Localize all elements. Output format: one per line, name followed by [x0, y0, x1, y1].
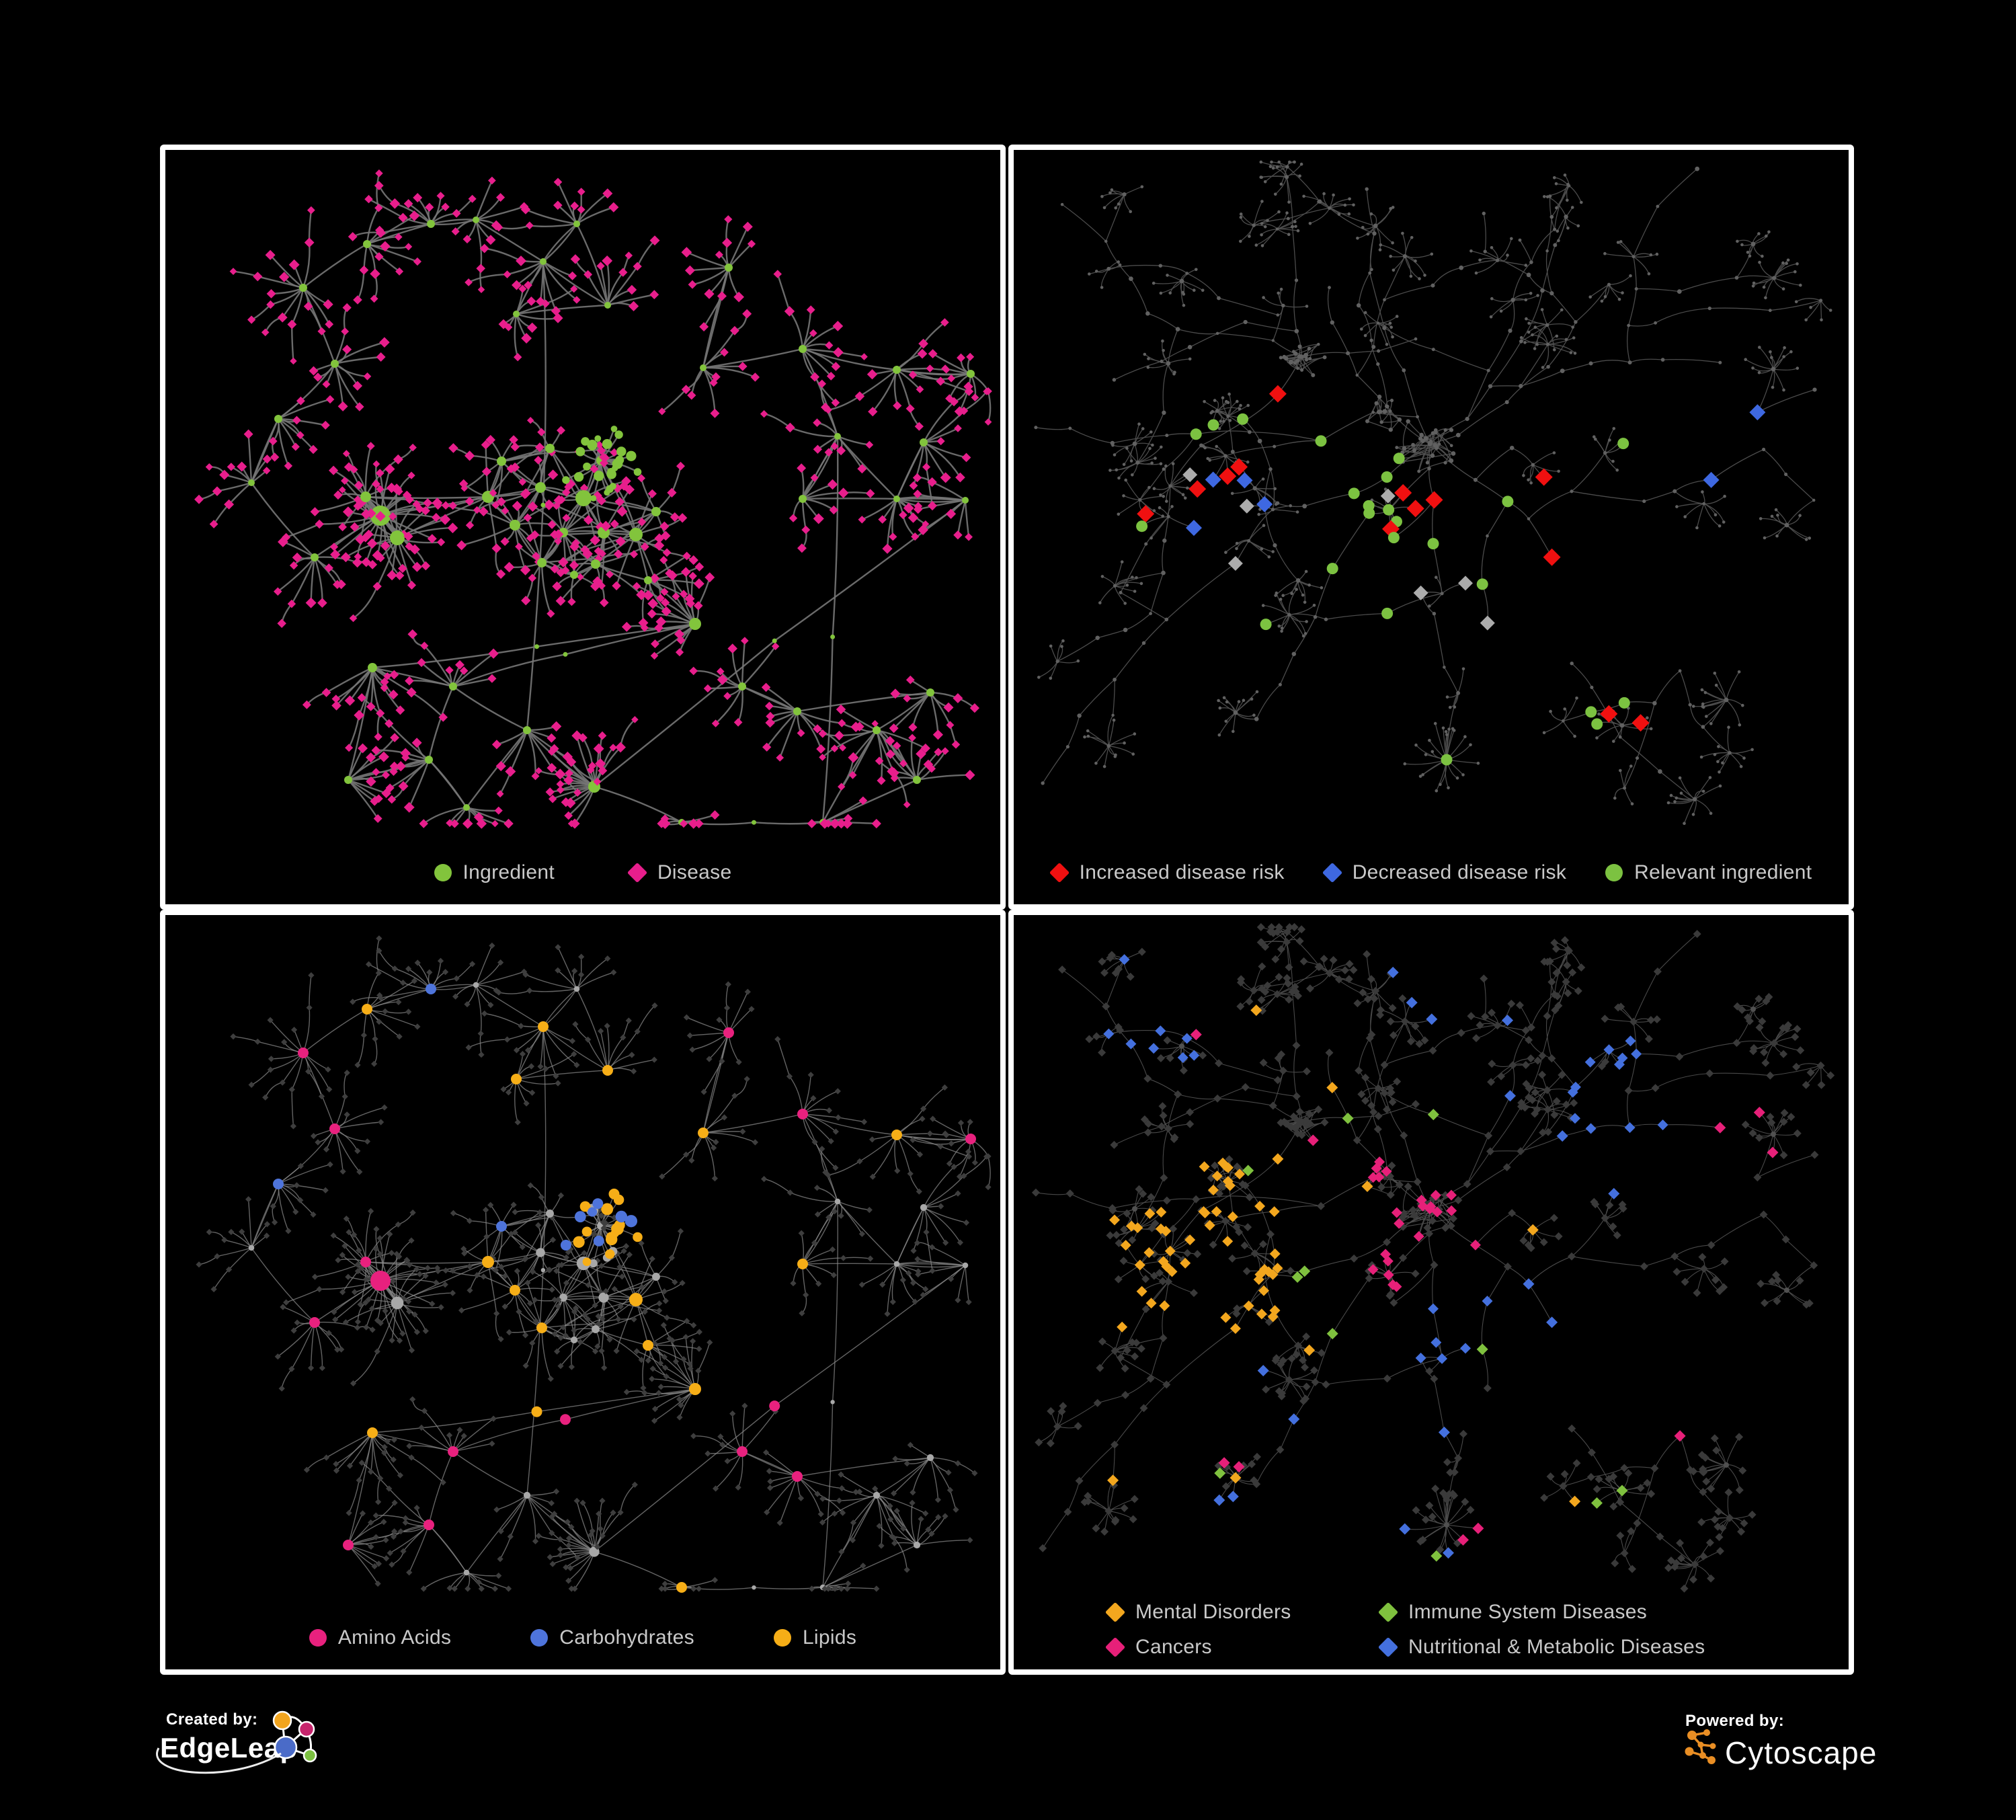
panel-ingredient-classes: Amino Acids Carbohydrates Lipids [160, 910, 1006, 1675]
network-ingredient-disease [194, 169, 992, 829]
legend-item-disease: Disease [627, 861, 732, 884]
legend-disease-risk: Increased disease risk Decreased disease … [1014, 861, 1849, 884]
nutritional-metabolic-diseases-diamond-icon [1377, 1636, 1399, 1658]
immune-system-diseases-diamond-icon [1377, 1601, 1399, 1623]
ingredient-circle-icon [434, 864, 452, 881]
legend-label: Lipids [802, 1626, 857, 1649]
legend-label: Disease [657, 861, 732, 883]
edgeleap-swoosh-icon [156, 1747, 282, 1774]
legend-item-lipids: Lipids [773, 1626, 857, 1649]
legend-ingredient-disease: Ingredient Disease [165, 861, 1000, 884]
legend-item-ingredient: Ingredient [434, 861, 555, 884]
legend-item-nutritional-metabolic-diseases: Nutritional & Metabolic Diseases [1377, 1636, 1756, 1659]
panel-disease-risk: Increased disease risk Decreased disease … [1008, 145, 1854, 910]
legend-item-increased-disease-risk: Increased disease risk [1049, 861, 1285, 884]
legend-label: Nutritional & Metabolic Diseases [1408, 1636, 1705, 1658]
legend-label: Cancers [1135, 1636, 1212, 1658]
legend-item-decreased-disease-risk: Decreased disease risk [1322, 861, 1567, 884]
legend-label: Increased disease risk [1079, 861, 1285, 883]
legend-ingredient-classes: Amino Acids Carbohydrates Lipids [165, 1626, 1000, 1649]
network-ingredient-classes [196, 935, 992, 1593]
legend-item-amino-acids: Amino Acids [309, 1626, 451, 1649]
lipids-circle-icon [773, 1629, 791, 1647]
legend-label: Amino Acids [337, 1626, 452, 1649]
legend-label: Relevant ingredient [1634, 861, 1812, 883]
decreased-disease-risk-diamond-icon [1322, 862, 1342, 883]
legend-disease-categories: Mental Disorders Immune System Diseases Ca… [1014, 1601, 1849, 1659]
mental-disorders-diamond-icon [1104, 1601, 1126, 1623]
network-disease-categories [1031, 923, 1835, 1593]
relevant-ingredient-circle-icon [1605, 864, 1623, 881]
carbohydrates-circle-icon [530, 1629, 549, 1647]
network-disease-risk [1034, 160, 1832, 825]
legend-item-cancers: Cancers [1104, 1636, 1348, 1659]
amino-acids-circle-icon [309, 1629, 327, 1647]
legend-label: Carbohydrates [559, 1626, 694, 1649]
legend-label: Mental Disorders [1135, 1601, 1291, 1623]
legend-item-immune-system-diseases: Immune System Diseases [1377, 1601, 1756, 1624]
increased-disease-risk-diamond-icon [1049, 862, 1070, 883]
legend-label: Immune System Diseases [1408, 1601, 1648, 1623]
cytoscape-wordmark: Cytoscape [1725, 1735, 1878, 1770]
panel-ingredient-disease: Ingredient Disease [160, 145, 1006, 910]
legend-label: Ingredient [462, 861, 555, 883]
legend-item-relevant-ingredient: Relevant ingredient [1605, 861, 1812, 884]
legend-item-mental-disorders: Mental Disorders [1104, 1601, 1348, 1624]
legend-item-carbohydrates: Carbohydrates [530, 1626, 694, 1649]
created-by-label: Created by: [166, 1710, 258, 1729]
disease-diamond-icon [627, 862, 648, 883]
cancers-diamond-icon [1104, 1636, 1126, 1658]
panel-disease-categories: Mental Disorders Immune System Diseases Ca… [1008, 910, 1854, 1675]
cytoscape-logo-icon [1685, 1729, 1716, 1764]
powered-by-label: Powered by: [1685, 1712, 1785, 1730]
legend-label: Decreased disease risk [1352, 861, 1567, 883]
